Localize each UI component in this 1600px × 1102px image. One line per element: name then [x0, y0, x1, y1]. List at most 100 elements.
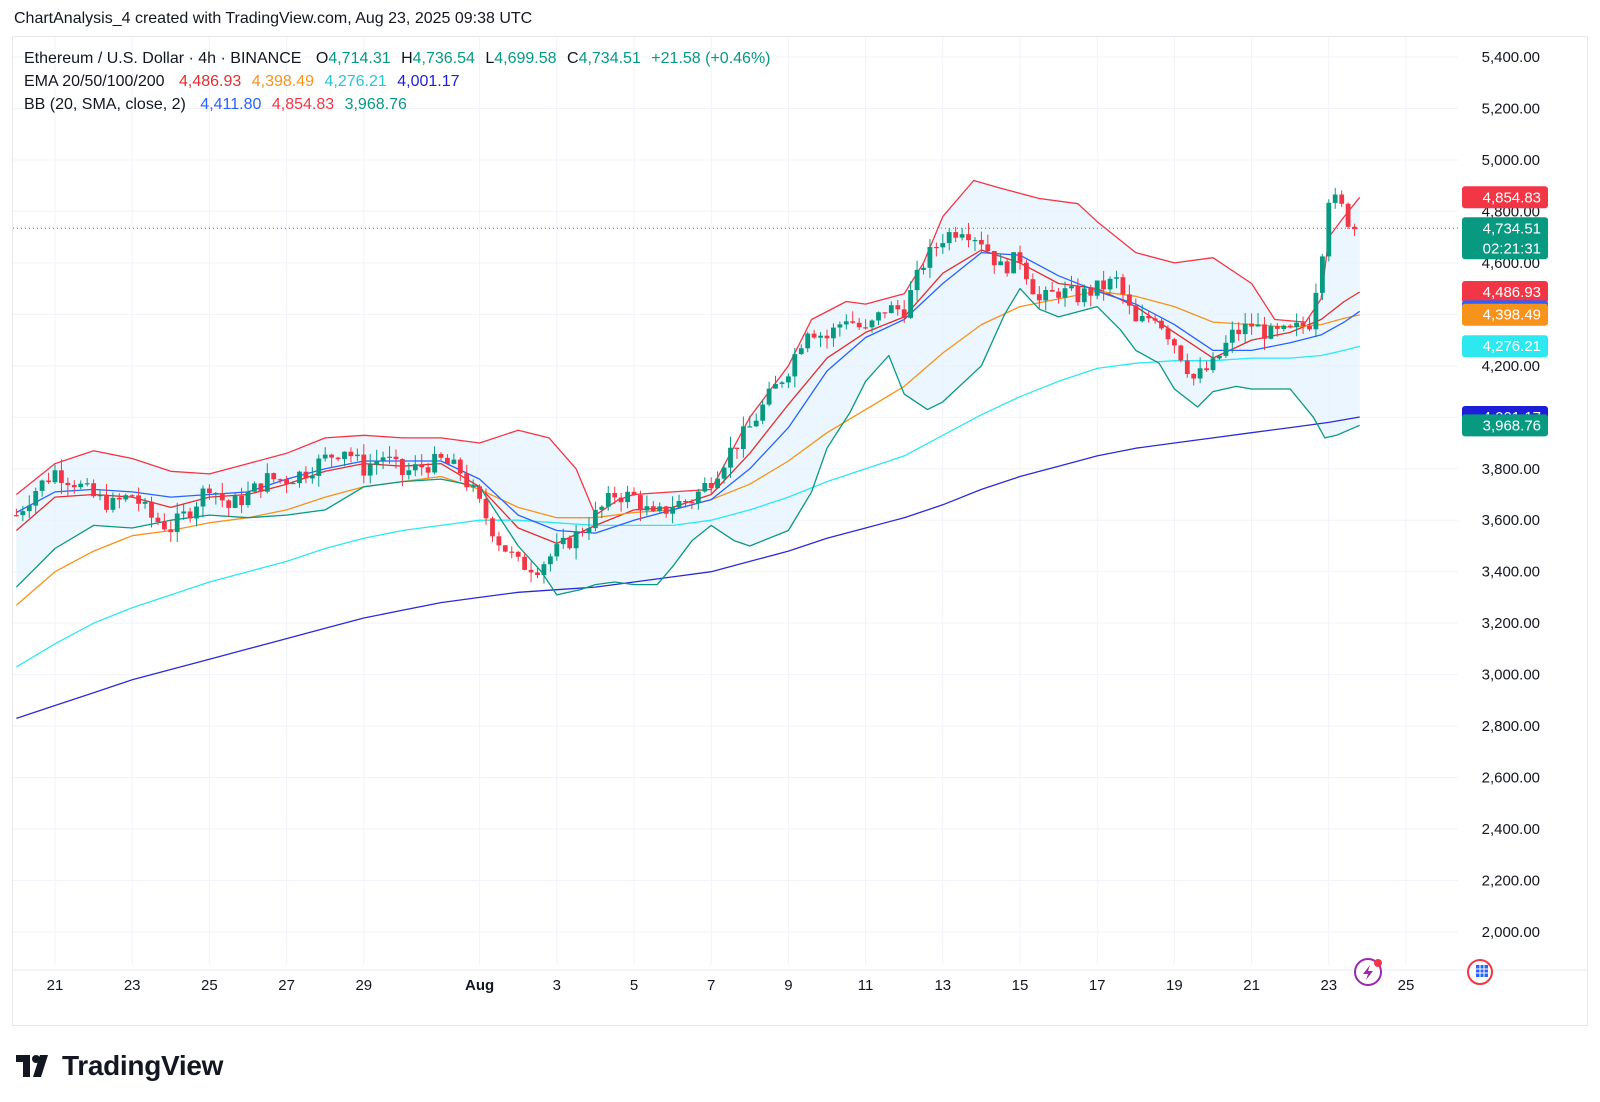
candle[interactable]	[284, 475, 289, 494]
candle[interactable]	[586, 517, 592, 541]
candle[interactable]	[316, 454, 322, 487]
candle[interactable]	[1210, 352, 1216, 373]
candle[interactable]	[1114, 270, 1119, 289]
candle[interactable]	[1236, 322, 1242, 341]
candle[interactable]	[940, 233, 946, 254]
candle[interactable]	[779, 381, 785, 388]
candle[interactable]	[959, 228, 965, 241]
candle[interactable]	[496, 531, 502, 552]
series-line-bb-lower[interactable]	[15, 287, 1360, 596]
candle[interactable]	[1030, 273, 1036, 295]
candle[interactable]	[361, 444, 367, 484]
candle[interactable]	[1049, 281, 1055, 292]
candle[interactable]	[226, 498, 232, 518]
symbol-name[interactable]: Ethereum / U.S. Dollar · 4h · BINANCE	[24, 50, 302, 67]
candle[interactable]	[1152, 314, 1158, 324]
candle[interactable]	[1024, 259, 1029, 285]
candle[interactable]	[1036, 286, 1042, 309]
candle[interactable]	[400, 458, 405, 487]
candle[interactable]	[593, 501, 598, 532]
candle[interactable]	[483, 488, 489, 525]
candle[interactable]	[1159, 318, 1164, 331]
candle[interactable]	[1313, 283, 1319, 338]
candle[interactable]	[1017, 245, 1023, 270]
candle[interactable]	[535, 566, 540, 579]
candle[interactable]	[850, 311, 856, 325]
candle[interactable]	[580, 527, 585, 537]
candle[interactable]	[625, 485, 630, 509]
candle[interactable]	[252, 481, 257, 493]
candle[interactable]	[412, 455, 418, 477]
candle[interactable]	[464, 464, 470, 491]
candle[interactable]	[1242, 313, 1248, 343]
candle[interactable]	[97, 490, 103, 501]
candle[interactable]	[528, 561, 534, 583]
candle[interactable]	[1191, 373, 1197, 386]
candle[interactable]	[91, 479, 96, 499]
candle[interactable]	[882, 312, 888, 319]
candle[interactable]	[670, 496, 675, 524]
candle[interactable]	[548, 553, 553, 572]
candle[interactable]	[470, 479, 476, 492]
candle[interactable]	[490, 516, 495, 542]
candle[interactable]	[818, 332, 823, 348]
candle[interactable]	[219, 482, 225, 508]
candle[interactable]	[869, 319, 875, 333]
candle[interactable]	[33, 487, 39, 515]
candle[interactable]	[110, 492, 116, 513]
candle[interactable]	[509, 546, 515, 559]
candle[interactable]	[805, 331, 811, 353]
candle[interactable]	[174, 502, 180, 543]
candle[interactable]	[863, 319, 868, 330]
candle[interactable]	[194, 501, 199, 527]
lightning-icon[interactable]	[1354, 958, 1382, 986]
candle[interactable]	[721, 464, 727, 484]
globe-icon[interactable]	[1467, 959, 1493, 985]
candle[interactable]	[927, 238, 933, 278]
candle[interactable]	[297, 470, 302, 488]
candle[interactable]	[1133, 298, 1139, 322]
candle[interactable]	[1197, 357, 1203, 384]
candle[interactable]	[612, 486, 618, 505]
candle[interactable]	[753, 413, 759, 428]
candle[interactable]	[876, 311, 881, 326]
price-badge[interactable]: 4,854.83	[1462, 186, 1548, 209]
candle[interactable]	[162, 513, 167, 531]
candle[interactable]	[695, 489, 701, 510]
candle[interactable]	[1352, 223, 1357, 237]
candle[interactable]	[728, 436, 733, 478]
candle[interactable]	[1120, 273, 1126, 304]
candle[interactable]	[1294, 313, 1299, 337]
candle[interactable]	[1307, 317, 1312, 332]
candle[interactable]	[760, 400, 766, 425]
candle[interactable]	[998, 253, 1004, 266]
candle[interactable]	[1339, 190, 1345, 208]
candle[interactable]	[1011, 252, 1016, 274]
candle[interactable]	[155, 512, 161, 526]
candle[interactable]	[264, 463, 270, 494]
candle[interactable]	[741, 416, 746, 458]
candle[interactable]	[1004, 259, 1010, 277]
candle[interactable]	[631, 487, 637, 497]
candle[interactable]	[1184, 353, 1190, 378]
candle[interactable]	[432, 446, 437, 475]
candle[interactable]	[1300, 316, 1306, 334]
candle[interactable]	[676, 494, 682, 509]
candle[interactable]	[843, 314, 849, 330]
candle[interactable]	[638, 490, 643, 522]
price-badge[interactable]: 4,276.21	[1462, 335, 1548, 358]
candle[interactable]	[908, 281, 913, 319]
candle[interactable]	[59, 459, 64, 495]
candle[interactable]	[342, 451, 347, 467]
candle[interactable]	[567, 535, 573, 550]
candle[interactable]	[824, 329, 830, 349]
candle[interactable]	[1101, 270, 1106, 301]
candle[interactable]	[1274, 322, 1280, 337]
candle[interactable]	[406, 462, 412, 480]
candle[interactable]	[149, 496, 154, 528]
candle[interactable]	[522, 552, 527, 571]
candle[interactable]	[142, 497, 148, 509]
price-badge[interactable]: 4,486.93	[1462, 280, 1548, 303]
candle[interactable]	[39, 479, 45, 497]
candle[interactable]	[1217, 355, 1222, 360]
